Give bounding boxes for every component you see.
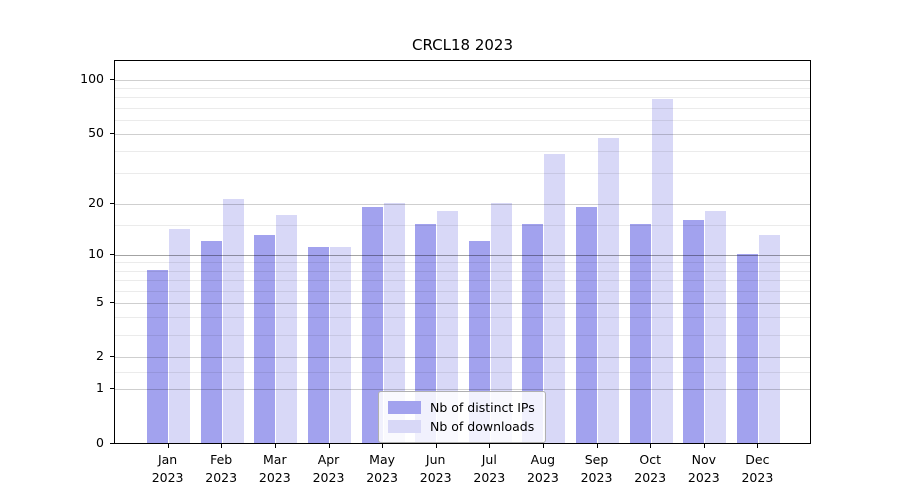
bar-oct-ips <box>629 224 651 443</box>
major-gridline <box>115 302 810 304</box>
legend-label-distinct-ips: Nb of distinct IPs <box>430 400 535 415</box>
y-tick-label: 20 <box>88 194 104 210</box>
x-tick-label-apr: Apr 2023 <box>312 452 345 485</box>
bar-jan-ips <box>147 269 169 443</box>
x-tick-label-mar: Mar 2023 <box>258 452 291 485</box>
y-tick-mark <box>110 202 114 204</box>
minor-gridline <box>115 334 810 336</box>
minor-gridline <box>115 270 810 272</box>
legend-swatch-downloads <box>388 420 421 433</box>
x-tick-mark <box>382 444 384 448</box>
x-tick-mark <box>221 444 223 448</box>
minor-gridline <box>115 107 810 109</box>
x-tick-mark <box>596 444 598 448</box>
chart-title: CRCL18 2023 <box>411 36 513 54</box>
minor-gridline <box>115 97 810 99</box>
bar-jun-ips <box>415 224 437 443</box>
legend-swatch-distinct-ips <box>388 401 421 414</box>
bar-feb-ips <box>200 240 222 443</box>
minor-gridline <box>115 151 810 153</box>
bar-nov-ips <box>683 219 705 443</box>
y-tick-mark <box>110 301 114 303</box>
bar-may-downloads <box>383 202 405 443</box>
bar-mar-downloads <box>276 215 298 443</box>
x-tick-label-may: May 2023 <box>366 452 398 485</box>
minor-gridline <box>115 262 810 264</box>
y-tick-label: 2 <box>96 348 104 364</box>
y-tick-label: 0 <box>96 435 104 450</box>
bar-dec-ips <box>736 253 758 443</box>
major-gridline <box>115 80 810 81</box>
bar-jan-downloads <box>169 229 191 443</box>
x-tick-mark <box>650 444 652 448</box>
plot-area <box>114 60 811 444</box>
y-tick-mark <box>110 443 114 444</box>
x-tick-mark <box>757 444 759 448</box>
x-tick-label-oct: Oct 2023 <box>634 452 667 485</box>
y-tick-mark <box>110 253 114 255</box>
bar-dec-downloads <box>758 234 780 443</box>
x-tick-label-nov: Nov 2023 <box>687 452 720 485</box>
minor-gridline <box>115 119 810 121</box>
x-tick-label-jan: Jan 2023 <box>151 452 184 485</box>
x-tick-label-jul: Jul 2023 <box>473 452 506 485</box>
bar-aug-ips <box>522 224 544 443</box>
minor-gridline <box>115 317 810 319</box>
x-tick-mark <box>542 444 544 448</box>
y-tick-label: 5 <box>96 293 104 309</box>
y-tick-mark <box>110 79 114 80</box>
bar-feb-downloads <box>222 199 244 443</box>
minor-gridline <box>115 371 810 373</box>
x-tick-mark <box>435 444 437 448</box>
x-tick-mark <box>489 444 491 448</box>
bar-oct-downloads <box>651 99 673 443</box>
chart-legend: Nb of distinct IPs Nb of downloads <box>378 391 546 443</box>
bar-sep-ips <box>576 206 597 443</box>
y-tick-mark <box>110 388 114 390</box>
bar-nov-downloads <box>705 210 727 443</box>
x-tick-label-sep: Sep 2023 <box>580 452 613 485</box>
y-tick-mark <box>110 356 114 358</box>
minor-gridline <box>115 280 810 281</box>
major-gridline <box>115 357 810 359</box>
bar-may-ips <box>361 206 383 443</box>
minor-gridline <box>115 88 810 90</box>
major-gridline <box>115 133 810 135</box>
y-tick-label: 1 <box>96 380 104 396</box>
major-gridline <box>115 203 810 205</box>
x-tick-label-dec: Dec 2023 <box>741 452 774 485</box>
y-tick-mark <box>110 132 114 134</box>
x-tick-mark <box>167 444 169 448</box>
x-tick-mark <box>328 444 330 448</box>
bar-jun-downloads <box>437 210 459 443</box>
major-gridline <box>115 254 810 256</box>
bar-apr-ips <box>308 247 329 443</box>
x-tick-mark <box>274 444 276 448</box>
legend-item-downloads: Nb of downloads <box>388 417 536 436</box>
bar-aug-downloads <box>544 154 566 443</box>
legend-label-downloads: Nb of downloads <box>430 419 535 434</box>
x-tick-label-feb: Feb 2023 <box>205 452 238 485</box>
bar-mar-ips <box>254 234 276 443</box>
major-gridline <box>115 389 810 391</box>
bar-jul-downloads <box>490 202 512 443</box>
minor-gridline <box>115 225 810 227</box>
y-tick-label: 10 <box>88 245 104 261</box>
bar-sep-downloads <box>598 137 619 443</box>
x-tick-label-jun: Jun 2023 <box>419 452 452 485</box>
bar-apr-downloads <box>330 247 351 443</box>
minor-gridline <box>115 173 810 175</box>
y-tick-label: 50 <box>88 124 104 140</box>
minor-gridline <box>115 290 810 292</box>
x-tick-label-aug: Aug 2023 <box>526 452 559 485</box>
legend-item-distinct-ips: Nb of distinct IPs <box>388 398 536 417</box>
y-tick-label: 100 <box>80 71 104 86</box>
x-tick-mark <box>703 444 705 448</box>
